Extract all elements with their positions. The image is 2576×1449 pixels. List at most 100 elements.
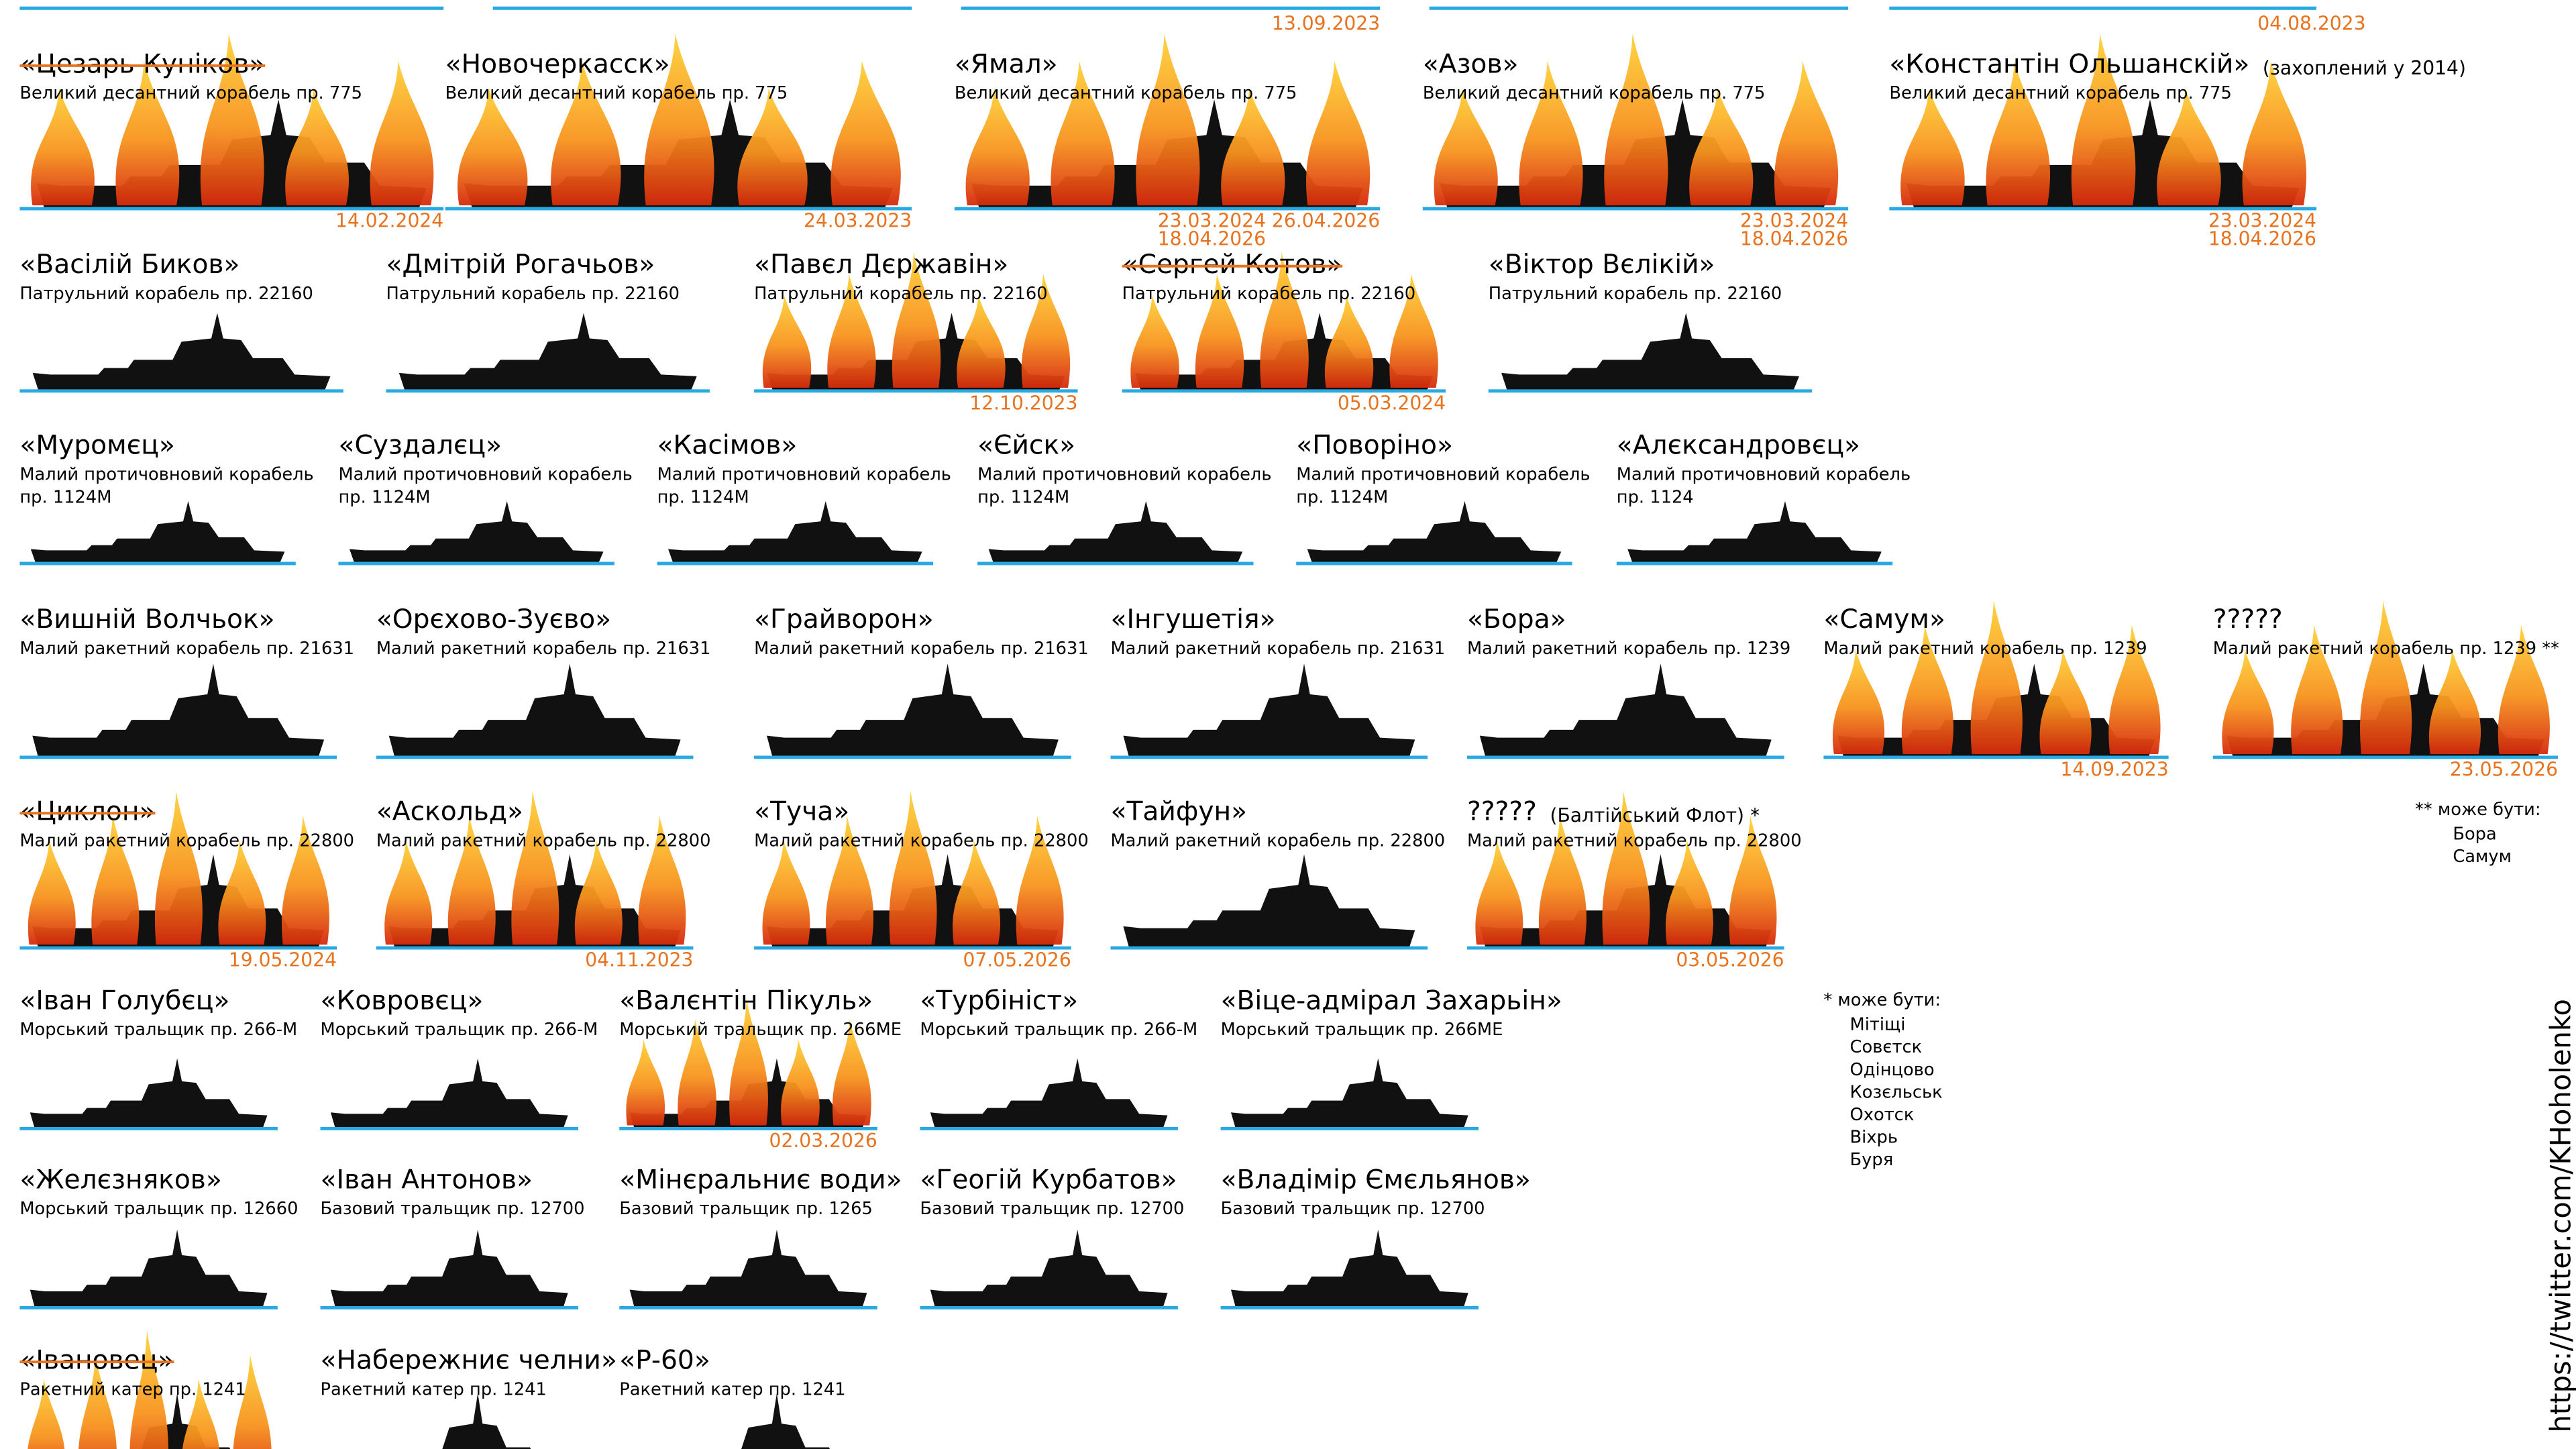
flame xyxy=(1689,88,1754,206)
flame xyxy=(1729,815,1777,945)
ship-class: Малий ракетний корабель пр. 22800 xyxy=(1467,830,1802,851)
flame xyxy=(2428,649,2481,755)
flame xyxy=(1130,295,1179,388)
flame xyxy=(233,1354,272,1449)
ship-name: «Віктор Вєлікій» xyxy=(1489,250,1715,280)
ship-class: Патрульний корабель пр. 22160 xyxy=(19,284,313,304)
flame xyxy=(957,295,1006,388)
ship-name: «Муромєц» xyxy=(19,431,174,461)
flame xyxy=(638,815,686,945)
note-item: Бора xyxy=(2453,824,2496,845)
flame xyxy=(1389,274,1438,388)
ship-name: «Аскольд» xyxy=(376,797,523,827)
note-item: Віхрь xyxy=(1850,1127,1898,1147)
flame xyxy=(1519,60,1583,206)
ship-name: «Поворіно» xyxy=(1296,431,1453,461)
ship-class: Морський тральщик пр. 12660 xyxy=(19,1199,298,1219)
ship-name: «Алєксандровєц» xyxy=(1617,431,1860,461)
ship-silhouette xyxy=(349,500,604,564)
ship-name: «Ковровєц» xyxy=(321,985,484,1016)
flame xyxy=(827,274,876,388)
ship-name: ????? xyxy=(2213,604,2283,635)
ship-name: «Віце-адмірал Захарьін» xyxy=(1221,985,1562,1016)
flame xyxy=(28,840,76,945)
date: 23.03.2024 26.04.2026 xyxy=(1158,210,1380,232)
note-item: Самум xyxy=(2453,847,2512,867)
date: 19.05.2024 xyxy=(229,949,337,971)
ship-silhouette xyxy=(988,500,1243,564)
flame xyxy=(953,840,1001,945)
ship-name: «Васілій Биков» xyxy=(19,250,239,280)
ship-class: Патрульний корабель пр. 22160 xyxy=(754,284,1047,304)
ship-name: «Туча» xyxy=(754,797,849,827)
flame xyxy=(826,815,874,945)
ship-silhouette xyxy=(30,500,285,564)
flame xyxy=(370,60,434,206)
ship-silhouette xyxy=(388,663,681,757)
ship-name: «Самум» xyxy=(1823,604,1945,635)
ship-class: Великий десантний корабель пр. 775 xyxy=(1423,83,1766,103)
ship-class: Патрульний корабель пр. 22160 xyxy=(1122,284,1416,304)
flame xyxy=(31,88,95,206)
ship-class: Малий протичовновий корабель xyxy=(1617,464,1911,484)
flame xyxy=(889,791,937,945)
flame xyxy=(91,815,140,945)
flame xyxy=(2242,60,2307,206)
ship-silhouette xyxy=(1501,313,1799,391)
ship-silhouette xyxy=(330,1058,568,1129)
ship-class: пр. 1124 xyxy=(1617,488,1694,508)
ship-class: Патрульний корабель пр. 22160 xyxy=(386,284,680,304)
ship-name: «Сергей Котов» xyxy=(1122,250,1343,280)
ship-silhouette xyxy=(930,1058,1168,1129)
flame xyxy=(78,1354,117,1449)
flame xyxy=(2222,649,2274,755)
date: 05.03.2024 xyxy=(1338,392,1446,414)
flame xyxy=(1434,88,1498,206)
ship-class: Ракетний катер пр. 1241 xyxy=(321,1379,547,1399)
ship-name: «Вишній Волчьок» xyxy=(19,604,274,635)
ship-class: Малий протичовновий корабель xyxy=(977,464,1271,484)
ship-silhouette xyxy=(330,1230,568,1308)
flame xyxy=(218,840,266,945)
ship-silhouette xyxy=(1230,1230,1468,1308)
ship-class: Малий ракетний корабель пр. 22800 xyxy=(376,830,711,851)
ship-class: Малий ракетний корабель пр. 21631 xyxy=(754,639,1089,659)
flame xyxy=(1538,815,1587,945)
flame xyxy=(626,1038,665,1126)
date: 02.03.2026 xyxy=(769,1130,877,1152)
flame xyxy=(1016,815,1064,945)
flame xyxy=(1324,295,1374,388)
date: 18.04.2026 xyxy=(2208,228,2316,250)
flame xyxy=(384,840,433,945)
flame xyxy=(1306,60,1371,206)
flame xyxy=(281,815,329,945)
ship-name: «Івановец» xyxy=(19,1346,174,1376)
flame xyxy=(781,1038,820,1126)
flame xyxy=(115,60,180,206)
flame xyxy=(1900,88,1965,206)
ship-class: Морський тральщик пр. 266МЕ xyxy=(1221,1020,1503,1040)
ship-name: «Єйск» xyxy=(977,431,1075,461)
ship-name: «Валєнтін Пікуль» xyxy=(619,985,873,1016)
note-item: Одінцово xyxy=(1850,1060,1935,1080)
ship-class: пр. 1124М xyxy=(977,488,1069,508)
flame xyxy=(1602,791,1650,945)
date: 03.05.2026 xyxy=(1676,949,1784,971)
ship-name: «Циклон» xyxy=(19,797,155,827)
ship-class: пр. 1124М xyxy=(338,488,430,508)
ship-name: «Желєзняков» xyxy=(19,1165,221,1195)
ship-name: «Бора» xyxy=(1467,604,1566,635)
flame xyxy=(762,840,810,945)
date: 23.03.2024 xyxy=(1740,210,1848,232)
ship-class: Ракетний катер пр. 1241 xyxy=(619,1379,845,1399)
flame xyxy=(200,34,264,206)
ship-silhouette xyxy=(741,1393,830,1449)
note-title: ** може бути: xyxy=(2415,800,2541,820)
note-item: Буря xyxy=(1850,1150,1894,1170)
credit: https://twitter.com/KHoholenko xyxy=(2544,999,2576,1432)
date: 04.11.2023 xyxy=(585,949,693,971)
ship-silhouette xyxy=(32,313,331,391)
ship-class: Базовий тральщик пр. 12700 xyxy=(1221,1199,1485,1219)
ship-silhouette xyxy=(1230,1058,1468,1129)
